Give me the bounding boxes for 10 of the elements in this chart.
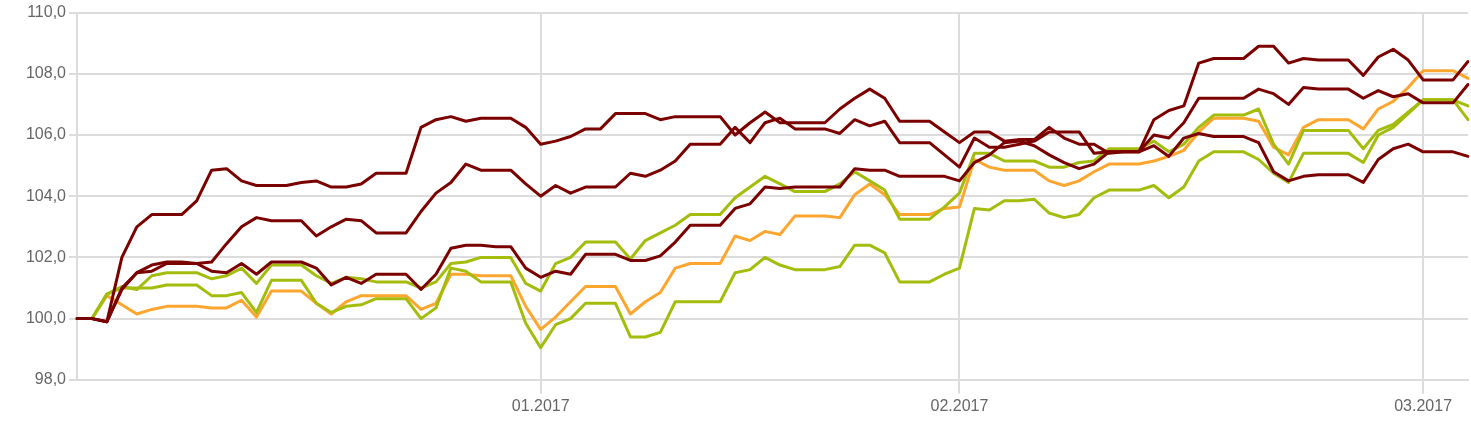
y-tick-label: 110,0 (27, 3, 67, 21)
y-tick-label: 106,0 (25, 125, 67, 143)
y-tick-label: 102,0 (25, 247, 67, 265)
x-tick-label: 03.2017 (1394, 396, 1453, 414)
y-tick-label: 108,0 (25, 64, 67, 82)
x-tick-label: 02.2017 (930, 396, 989, 414)
y-tick-label: 98,0 (34, 370, 67, 388)
y-tick-label: 100,0 (25, 309, 67, 327)
y-tick-label: 104,0 (25, 186, 67, 204)
x-tick-label: 01.2017 (511, 396, 570, 414)
